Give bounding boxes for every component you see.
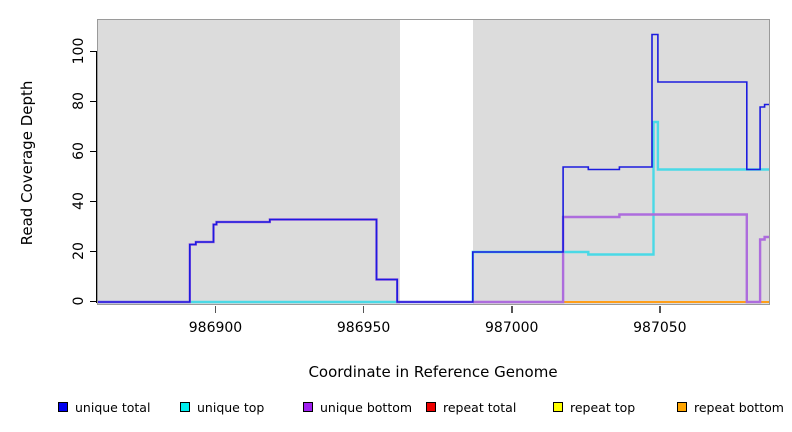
y-tick-mark	[90, 200, 97, 202]
x-tick-label: 987050	[633, 320, 687, 336]
y-tick-label: 40	[71, 192, 87, 210]
unique-bottom-line	[98, 213, 769, 304]
legend-label: repeat top	[570, 400, 636, 415]
y-tick-label: 20	[71, 242, 87, 260]
legend-swatch-icon	[426, 402, 436, 412]
plot-area	[97, 19, 770, 305]
x-tick-mark	[214, 306, 217, 313]
x-tick-label: 986950	[336, 320, 391, 336]
y-tick-label: 80	[71, 92, 87, 110]
legend-label: unique bottom	[320, 400, 413, 415]
x-tick-mark	[511, 306, 513, 313]
legend-label: unique total	[75, 400, 151, 415]
y-axis-title: Read Coverage Depth	[18, 80, 36, 246]
unique-total-line	[98, 33, 769, 303]
legend-swatch-icon	[303, 402, 313, 412]
y-tick-mark	[90, 100, 97, 102]
y-tick-mark	[90, 50, 97, 52]
unique-top-line	[98, 120, 769, 304]
x-axis-title: Coordinate in Reference Genome	[308, 363, 558, 381]
y-tick-mark	[90, 150, 97, 152]
legend-label: repeat total	[443, 400, 517, 415]
y-tick-label: 100	[71, 37, 87, 65]
x-tick-mark	[363, 306, 365, 313]
legend-swatch-icon	[58, 402, 68, 412]
y-tick-mark	[90, 300, 97, 302]
x-tick-mark	[659, 306, 661, 313]
y-tick-label: 0	[71, 296, 87, 306]
coverage-series-canvas	[98, 33, 769, 304]
y-tick-mark	[90, 250, 97, 252]
legend-swatch-icon	[677, 402, 687, 412]
uncovered-region-band	[400, 20, 473, 304]
y-tick-label: 60	[71, 142, 87, 160]
x-tick-label: 986900	[188, 320, 243, 336]
legend-label: repeat bottom	[694, 400, 784, 415]
legend-swatch-icon	[180, 402, 190, 412]
legend-label: unique top	[197, 400, 265, 415]
x-tick-label: 987000	[485, 320, 539, 336]
legend-swatch-icon	[553, 402, 563, 412]
y-axis-line	[96, 52, 98, 303]
